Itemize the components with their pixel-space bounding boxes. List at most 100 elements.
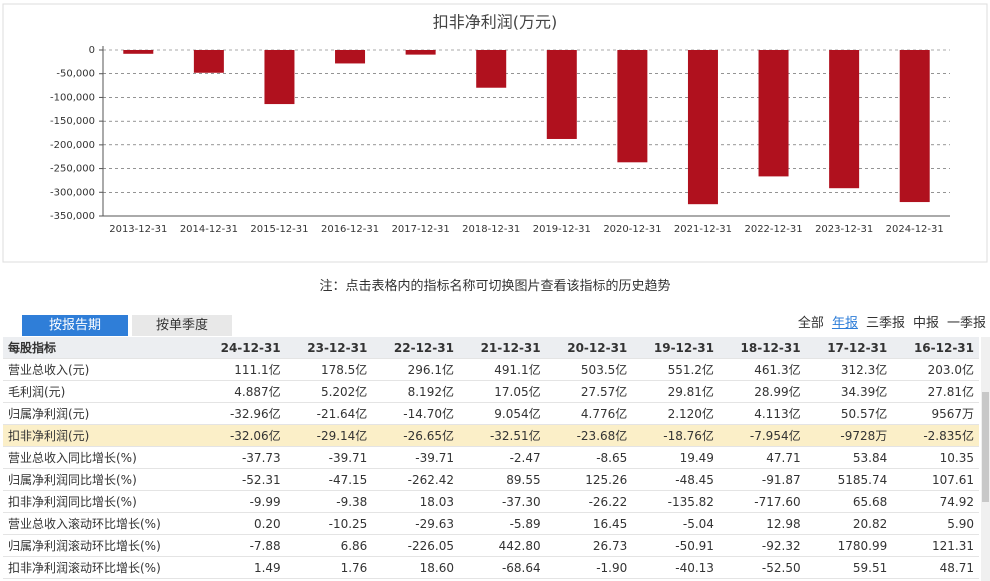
cell: -48.45 xyxy=(632,468,719,491)
cell: -5.04 xyxy=(632,512,719,535)
cell: 4.776亿 xyxy=(545,402,633,425)
chart: 扣非净利润(万元) 0 -50,000 -100,000 -150,000 -200,0… xyxy=(2,3,988,263)
y-tick-label: -150,000 xyxy=(50,116,95,127)
bar xyxy=(829,50,860,189)
y-tick-label: -250,000 xyxy=(50,164,95,175)
cell: 1.76 xyxy=(285,556,373,579)
cell: -29.14亿 xyxy=(285,424,373,447)
table-row: 扣非净利润同比增长(%) -9.99 -9.38 18.03 -37.30 -26.22-… xyxy=(3,490,979,513)
table-row: 营业总收入同比增长(%) -37.73 -39.71 -39.71 -2.47 -8.65… xyxy=(3,446,979,469)
cell: -9728万 xyxy=(805,424,893,447)
cell: -37.73 xyxy=(199,446,286,469)
tab[interactable]: 按报告期 xyxy=(22,315,128,336)
cell: 22-12-31 xyxy=(372,337,459,359)
cell: 4.113亿 xyxy=(718,402,806,425)
cell: 18.60 xyxy=(372,556,459,579)
table-row: 营业总收入(元) 111.1亿 178.5亿 296.1亿 491.1亿 503.5亿 55… xyxy=(3,358,979,381)
chart-frame xyxy=(2,3,988,263)
table-row: 扣非净利润滚动环比增长(%) 1.49 1.76 18.60 -68.64 -1.90 -4… xyxy=(3,556,979,579)
cell: -226.05 xyxy=(372,534,459,557)
row-label[interactable]: 营业总收入(元) xyxy=(3,358,199,381)
cell: 19-12-31 xyxy=(632,337,719,359)
period-link[interactable]: 中报 xyxy=(912,316,939,331)
cell: 65.68 xyxy=(805,490,893,513)
cell: 8.192亿 xyxy=(372,380,459,403)
row-label[interactable]: 扣非净利润同比增长(%) xyxy=(3,490,199,513)
cell: 0.20 xyxy=(199,512,286,535)
cell: -18.76亿 xyxy=(632,424,719,447)
row-label[interactable]: 归属净利润同比增长(%) xyxy=(3,468,199,491)
y-tick-label: 0 xyxy=(89,45,95,56)
row-label[interactable]: 扣非净利润滚动环比增长(%) xyxy=(3,556,199,579)
cell: -47.15 xyxy=(285,468,373,491)
table-row: 归属净利润(元) -32.96亿 -21.64亿 -14.70亿 9.054亿 4.776… xyxy=(3,402,979,425)
cell: -2.835亿 xyxy=(892,424,979,447)
cell: 2.120亿 xyxy=(632,402,719,425)
x-tick-label: 2014-12-31 xyxy=(180,224,238,235)
row-label[interactable]: 归属净利润(元) xyxy=(3,402,199,425)
cell: 178.5亿 xyxy=(285,358,373,381)
data-table: 每股指标 24-12-31 23-12-31 22-12-31 21-12-31 20-1… xyxy=(3,337,979,579)
scrollbar[interactable] xyxy=(981,337,990,581)
cell: 296.1亿 xyxy=(372,358,459,381)
cell: -91.87 xyxy=(718,468,806,491)
cell: 551.2亿 xyxy=(632,358,719,381)
cell: -9.38 xyxy=(285,490,373,513)
cell: -37.30 xyxy=(458,490,546,513)
cell: 5.90 xyxy=(892,512,979,535)
y-tick-label: -100,000 xyxy=(50,92,95,103)
tab[interactable]: 按单季度 xyxy=(132,315,232,336)
cell: -7.88 xyxy=(199,534,286,557)
cell: 491.1亿 xyxy=(458,358,546,381)
cell: 5185.74 xyxy=(805,468,893,491)
period-link[interactable]: 三季报 xyxy=(865,316,905,331)
x-tick-label: 2017-12-31 xyxy=(392,224,450,235)
cell: -7.954亿 xyxy=(718,424,806,447)
period-link[interactable]: 全部 xyxy=(797,316,824,331)
cell: -1.90 xyxy=(545,556,633,579)
cell: -52.31 xyxy=(199,468,286,491)
row-label[interactable]: 毛利润(元) xyxy=(3,380,199,403)
cell: -10.25 xyxy=(285,512,373,535)
cell: -32.06亿 xyxy=(199,424,286,447)
scroll-thumb[interactable] xyxy=(982,392,989,502)
cell: -5.89 xyxy=(458,512,546,535)
cell: 59.51 xyxy=(805,556,893,579)
cell: -92.32 xyxy=(718,534,806,557)
cell: 34.39亿 xyxy=(805,380,893,403)
cell: 17.05亿 xyxy=(458,380,546,403)
bar xyxy=(899,50,930,203)
cell: 20.82 xyxy=(805,512,893,535)
cell: 24-12-31 xyxy=(199,337,286,359)
table-header: 每股指标 24-12-31 23-12-31 22-12-31 21-12-31 20-1… xyxy=(3,337,979,359)
cell: 50.57亿 xyxy=(805,402,893,425)
row-label[interactable]: 营业总收入滚动环比增长(%) xyxy=(3,512,199,535)
y-tick-label: -200,000 xyxy=(50,140,95,151)
cell: -14.70亿 xyxy=(372,402,459,425)
cell: -29.63 xyxy=(372,512,459,535)
bar xyxy=(335,50,366,64)
table-row: 归属净利润同比增长(%) -52.31 -47.15 -262.42 89.55 125.… xyxy=(3,468,979,491)
cell: -23.68亿 xyxy=(545,424,633,447)
cell: 18.03 xyxy=(372,490,459,513)
period-link[interactable]: 年报 xyxy=(831,316,858,331)
cell: 4.887亿 xyxy=(199,380,286,403)
bar xyxy=(758,50,789,177)
cell: -26.65亿 xyxy=(372,424,459,447)
period-link[interactable]: 一季报 xyxy=(946,316,986,331)
row-label[interactable]: 扣非净利润(元) xyxy=(3,424,199,447)
cell: 20-12-31 xyxy=(545,337,633,359)
row-label[interactable]: 归属净利润滚动环比增长(%) xyxy=(3,534,199,557)
cell: 9.054亿 xyxy=(458,402,546,425)
x-tick-label: 2015-12-31 xyxy=(250,224,308,235)
cell: -52.50 xyxy=(718,556,806,579)
cell: 29.81亿 xyxy=(632,380,719,403)
row-label: 每股指标 xyxy=(3,337,199,359)
cell: 89.55 xyxy=(458,468,546,491)
bar xyxy=(405,50,436,55)
row-label[interactable]: 营业总收入同比增长(%) xyxy=(3,446,199,469)
cell: 9567万 xyxy=(892,402,979,425)
x-tick-label: 2021-12-31 xyxy=(674,224,732,235)
cell: 125.26 xyxy=(545,468,633,491)
x-tick-label: 2022-12-31 xyxy=(744,224,802,235)
